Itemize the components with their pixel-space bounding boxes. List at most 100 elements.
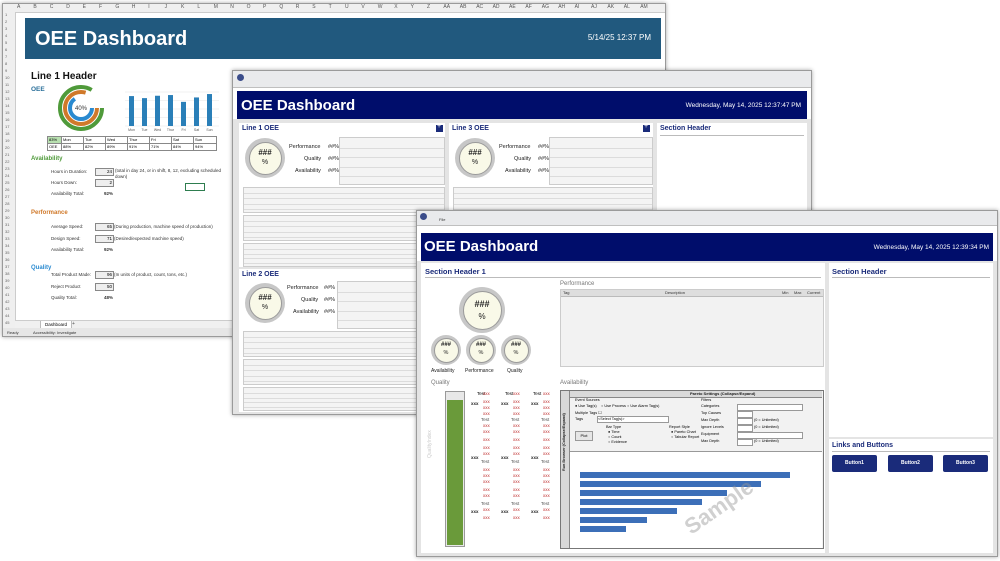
tags-select[interactable]: <Select Tag(s)> xyxy=(597,416,669,423)
filter-row-input[interactable] xyxy=(737,432,803,439)
filter-row-input[interactable] xyxy=(737,404,803,411)
column-header[interactable]: Z xyxy=(427,4,431,10)
row-header[interactable]: 43 xyxy=(5,306,10,311)
report-style-pareto[interactable]: ● Pareto Chart xyxy=(671,430,696,434)
column-header[interactable]: AC xyxy=(476,4,484,10)
hours-duration-input[interactable]: 24 xyxy=(95,168,114,176)
column-header[interactable]: AF xyxy=(525,4,532,10)
row-header[interactable]: 21 xyxy=(5,152,10,157)
column-header[interactable]: AM xyxy=(640,4,648,10)
product-made-input[interactable]: 96 xyxy=(95,271,114,279)
button3[interactable]: Button3 xyxy=(943,455,988,472)
column-header[interactable]: E xyxy=(82,4,86,10)
column-header[interactable]: C xyxy=(49,4,54,10)
bar-type-evidence[interactable]: ○ Evidence xyxy=(608,440,627,444)
column-header[interactable]: B xyxy=(33,4,37,10)
row-header[interactable]: 29 xyxy=(5,208,10,213)
row-header[interactable]: 40 xyxy=(5,285,10,290)
row-header[interactable]: 2 xyxy=(5,19,8,24)
row-header[interactable]: 3 xyxy=(5,26,8,31)
column-header[interactable]: S xyxy=(312,4,316,10)
row-header[interactable]: 37 xyxy=(5,264,10,269)
radio-use-tags[interactable]: ● Use Tag(s) xyxy=(575,404,597,408)
row-header[interactable]: 31 xyxy=(5,222,10,227)
column-header[interactable]: AB xyxy=(459,4,467,10)
column-header[interactable]: R xyxy=(295,4,300,10)
column-header[interactable]: M xyxy=(213,4,218,10)
pareto-settings-header[interactable]: Pareto Settings (Collapse/Expand) xyxy=(570,391,822,398)
column-header[interactable]: AG xyxy=(541,4,550,10)
row-header[interactable]: 22 xyxy=(5,159,10,164)
radio-use-alarm[interactable]: ○ Use Alarm Tag(s) xyxy=(627,404,660,408)
row-header[interactable]: 38 xyxy=(5,271,10,276)
row-header[interactable]: 1 xyxy=(5,12,8,17)
column-header[interactable]: G xyxy=(115,4,120,10)
row-header[interactable]: 15 xyxy=(5,110,10,115)
column-header[interactable]: V xyxy=(361,4,365,10)
row-header[interactable]: 35 xyxy=(5,250,10,255)
row-header[interactable]: 20 xyxy=(5,145,10,150)
row-header[interactable]: 8 xyxy=(5,61,8,66)
column-header[interactable]: Q xyxy=(279,4,284,10)
bar-type-time[interactable]: ● Time xyxy=(608,430,620,434)
status-accessibility[interactable]: Accessibility: Investigate xyxy=(33,330,77,335)
column-header[interactable]: N xyxy=(230,4,234,10)
row-header[interactable]: 4 xyxy=(5,33,8,38)
selected-cell[interactable] xyxy=(185,183,205,191)
column-header[interactable]: Y xyxy=(410,4,414,10)
row-header[interactable]: 44 xyxy=(5,313,10,318)
column-header[interactable]: O xyxy=(246,4,251,10)
bar-type-count[interactable]: ○ Count xyxy=(608,435,622,439)
run-browser-strip[interactable]: Run Browser (Collapse/Expand) xyxy=(561,391,570,548)
row-header[interactable]: 9 xyxy=(5,68,8,73)
plot-button[interactable]: Plot xyxy=(575,431,593,441)
column-header[interactable]: AI xyxy=(574,4,580,10)
button2[interactable]: Button2 xyxy=(888,455,933,472)
line3-expand-button[interactable]: + xyxy=(643,123,650,132)
row-header[interactable]: 18 xyxy=(5,131,10,136)
filter-row-input[interactable] xyxy=(737,425,753,432)
filter-row-input[interactable] xyxy=(737,418,753,425)
row-header[interactable]: 13 xyxy=(5,96,10,101)
column-header[interactable]: AJ xyxy=(591,4,597,10)
column-header[interactable]: AL xyxy=(623,4,630,10)
row-header[interactable]: 12 xyxy=(5,89,10,94)
row-header[interactable]: 32 xyxy=(5,229,10,234)
row-header[interactable]: 7 xyxy=(5,54,8,59)
column-header[interactable]: AK xyxy=(607,4,615,10)
row-header[interactable]: 6 xyxy=(5,47,8,52)
column-header[interactable]: D xyxy=(66,4,70,10)
menu-file[interactable]: File xyxy=(439,217,446,222)
row-header[interactable]: 41 xyxy=(5,292,10,297)
row-header[interactable]: 19 xyxy=(5,138,10,143)
row-header[interactable]: 11 xyxy=(5,82,10,87)
filter-row-input[interactable] xyxy=(737,411,753,418)
row-header[interactable]: 14 xyxy=(5,103,10,108)
row-header[interactable]: 17 xyxy=(5,124,10,129)
filter-row-input[interactable] xyxy=(737,439,753,446)
column-header[interactable]: T xyxy=(328,4,332,10)
column-header[interactable]: U xyxy=(345,4,349,10)
column-header[interactable]: X xyxy=(394,4,398,10)
column-header[interactable]: I xyxy=(148,4,150,10)
reject-product-input[interactable]: 50 xyxy=(95,283,114,291)
report-style-tabular[interactable]: ○ Tabular Report xyxy=(671,435,700,439)
line1-expand-button[interactable]: + xyxy=(436,123,443,132)
add-sheet-button[interactable]: + xyxy=(72,321,75,327)
column-header[interactable]: AH xyxy=(558,4,566,10)
column-header[interactable]: K xyxy=(181,4,185,10)
row-header[interactable]: 39 xyxy=(5,278,10,283)
average-speed-input[interactable]: 65 xyxy=(95,223,114,231)
column-header[interactable]: F xyxy=(99,4,103,10)
radio-use-process[interactable]: ○ Use Process xyxy=(601,404,626,408)
row-header[interactable]: 25 xyxy=(5,180,10,185)
row-header[interactable]: 34 xyxy=(5,243,10,248)
row-header[interactable]: 24 xyxy=(5,173,10,178)
row-header[interactable]: 28 xyxy=(5,201,10,206)
row-header[interactable]: 16 xyxy=(5,117,10,122)
row-header[interactable]: 36 xyxy=(5,257,10,262)
button1[interactable]: Button1 xyxy=(832,455,877,472)
row-header[interactable]: 45 xyxy=(5,320,10,325)
column-header[interactable]: W xyxy=(377,4,383,10)
column-header[interactable]: L xyxy=(197,4,201,10)
